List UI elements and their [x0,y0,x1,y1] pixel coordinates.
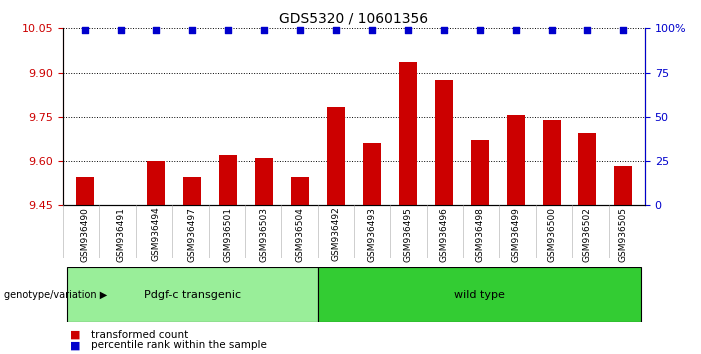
Bar [327,107,345,205]
Text: Pdgf-c transgenic: Pdgf-c transgenic [144,290,241,300]
Bar [184,177,201,205]
Bar [291,177,309,205]
Point [618,27,629,33]
Point [510,27,522,33]
Text: ■: ■ [70,330,81,339]
Point [115,27,126,33]
Bar [543,120,561,205]
Bar [435,80,453,205]
Point [79,27,90,33]
Text: transformed count: transformed count [91,330,189,339]
Point [223,27,234,33]
Point [186,27,198,33]
Point [582,27,593,33]
Bar [507,115,524,205]
Point [438,27,449,33]
Point [402,27,414,33]
Title: GDS5320 / 10601356: GDS5320 / 10601356 [280,12,428,26]
Point [294,27,306,33]
Point [151,27,162,33]
Bar [614,166,632,205]
Text: genotype/variation ▶: genotype/variation ▶ [4,290,107,300]
Point [546,27,557,33]
Text: ■: ■ [70,340,81,350]
Bar [399,62,417,205]
FancyBboxPatch shape [67,267,318,322]
Bar [363,143,381,205]
Point [259,27,270,33]
Bar [255,158,273,205]
Bar [76,177,94,205]
Bar [578,133,597,205]
Point [367,27,378,33]
Point [474,27,485,33]
Bar [471,141,489,205]
Bar [147,161,165,205]
Bar [219,155,237,205]
Text: wild type: wild type [454,290,505,300]
Text: percentile rank within the sample: percentile rank within the sample [91,340,267,350]
Point [330,27,341,33]
FancyBboxPatch shape [318,267,641,322]
